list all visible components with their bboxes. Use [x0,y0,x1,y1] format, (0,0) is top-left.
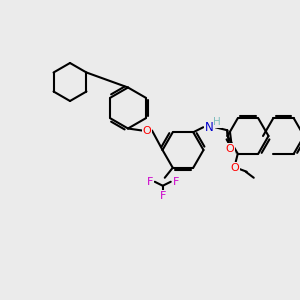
Text: F: F [147,177,153,187]
Text: H: H [213,117,221,127]
Text: O: O [142,125,152,136]
Text: O: O [225,144,234,154]
Text: N: N [205,121,214,134]
Text: F: F [172,177,179,187]
Text: F: F [160,191,166,201]
Text: O: O [230,163,239,173]
